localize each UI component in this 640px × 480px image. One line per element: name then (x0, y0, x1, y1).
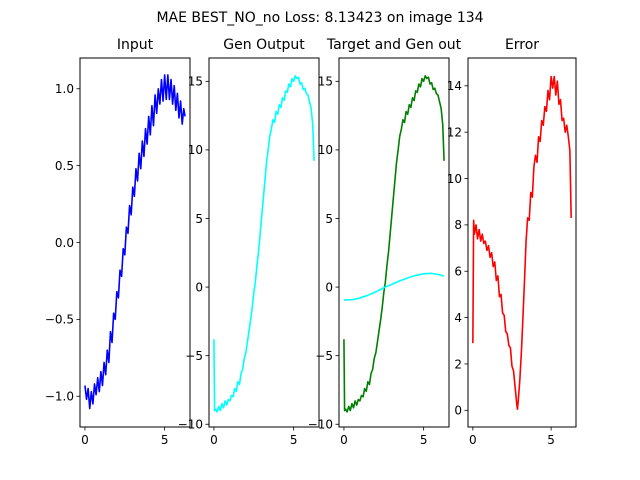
input-xtick-label: 0 (81, 433, 89, 447)
input-axes-frame (79, 57, 191, 428)
input-title: Input (117, 37, 154, 53)
target-gen-out-ytick-label: −5 (315, 349, 333, 363)
error-xtick-label: 0 (469, 433, 477, 447)
subplot-gen-output: Gen Output 0 5 −10 −5 0 5 10 15 (178, 37, 320, 447)
target-gen-out-ytick-label: 5 (325, 212, 333, 226)
gen-output-title: Gen Output (223, 37, 305, 53)
error-ytick-label: 12 (447, 125, 462, 139)
gen-output-ytick-label: 0 (195, 280, 203, 294)
input-ytick-label: 0.0 (55, 236, 74, 250)
subplot-input: Input 0 5 −1.0 −0.5 0.0 0.5 1.0 (45, 37, 191, 447)
subplot-error: Error 0 5 0 2 4 6 8 10 12 14 (447, 37, 577, 447)
input-ytick-label: 1.0 (55, 82, 74, 96)
input-ytick-label: −1.0 (45, 390, 74, 404)
error-ytick-label: 6 (454, 265, 462, 279)
error-ytick-label: 4 (454, 311, 462, 325)
target-gen-out-ytick-label: 10 (318, 143, 333, 157)
target-gen-out-ytick-label: −10 (308, 418, 333, 432)
target-gen-out-ytick-label: 15 (318, 75, 333, 89)
input-ytick-label: −0.5 (45, 313, 74, 327)
error-ytick-label: 0 (454, 404, 462, 418)
error-xtick-label: 5 (547, 433, 555, 447)
target-gen-out-series-line-2 (343, 272, 445, 301)
gen-output-axes-frame (208, 57, 320, 428)
error-series-line-1 (472, 75, 572, 410)
target-gen-out-xtick-label: 5 (420, 433, 428, 447)
gen-output-xtick-label: 5 (290, 433, 298, 447)
gen-output-ytick-label: 15 (188, 75, 203, 89)
figure-suptitle: MAE BEST_NO_no Loss: 8.13423 on image 13… (156, 10, 483, 26)
error-ytick-label: 2 (454, 357, 462, 371)
error-title: Error (505, 37, 539, 53)
error-ytick-label: 8 (454, 218, 462, 232)
gen-output-ytick-label: 10 (188, 143, 203, 157)
target-gen-out-axes-frame (338, 57, 450, 428)
target-gen-out-xtick-label: 0 (340, 433, 348, 447)
gen-output-ytick-label: 5 (195, 212, 203, 226)
error-ytick-label: 10 (447, 172, 462, 186)
target-gen-out-ytick-label: 0 (325, 280, 333, 294)
gen-output-series-line-1 (213, 75, 315, 413)
gen-output-ytick-label: −10 (178, 418, 203, 432)
input-series-line-1 (84, 74, 186, 410)
input-ytick-label: 0.5 (55, 159, 74, 173)
target-gen-out-title: Target and Gen out (326, 37, 462, 53)
error-ytick-label: 14 (447, 79, 462, 93)
target-gen-out-series-line-1 (343, 75, 445, 413)
gen-output-ytick-label: −5 (185, 349, 203, 363)
gen-output-xtick-label: 0 (210, 433, 218, 447)
error-axes-frame (467, 57, 577, 428)
subplot-target-gen-out: Target and Gen out 0 5 −10 −5 0 5 10 15 (308, 37, 462, 447)
subplot-panels: Input 0 5 −1.0 −0.5 0.0 0.5 1.0 Gen Output 0 5 −10 −… (45, 37, 577, 447)
input-xtick-label: 5 (161, 433, 169, 447)
